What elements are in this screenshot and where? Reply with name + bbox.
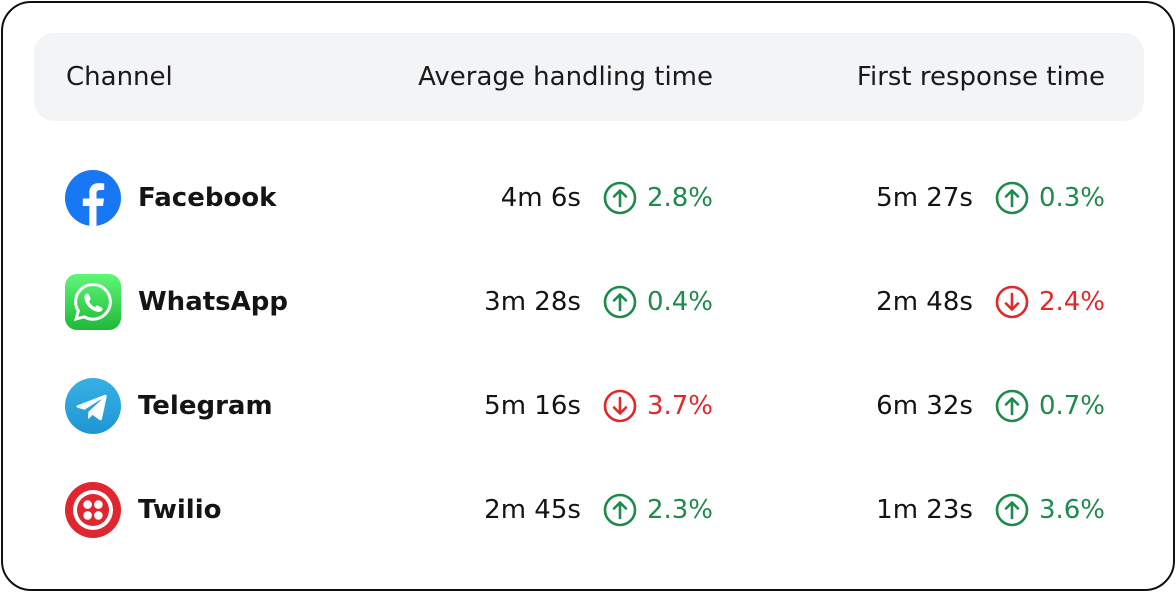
metric-value: 5m 27s: [876, 183, 973, 213]
column-header-first-response-time: First response time: [856, 62, 1105, 92]
metric-value: 4m 6s: [500, 183, 581, 213]
telegram-logo-icon: [65, 378, 121, 434]
metric-value: 3m 28s: [484, 287, 581, 317]
trend-change: 0.3%: [1038, 183, 1105, 213]
metric-value: 2m 48s: [876, 287, 973, 317]
metric-value: 6m 32s: [876, 391, 973, 421]
facebook-logo-icon: [65, 170, 121, 226]
trend-change: 0.4%: [646, 287, 713, 317]
trend-change: 3.6%: [1038, 495, 1105, 525]
channel-name: Telegram: [138, 391, 273, 421]
trend-change: 2.8%: [646, 183, 713, 213]
twilio-logo-icon: [65, 482, 121, 538]
arrow-down-circle-icon: [995, 285, 1029, 319]
table-row: Twilio 2m 45s 2.3% 1m 23s 3.6%: [34, 458, 1144, 562]
column-header-channel: Channel: [66, 62, 173, 92]
channel-name: Twilio: [138, 495, 222, 525]
trend-change: 3.7%: [646, 391, 713, 421]
first-response-time-cell: 6m 32s 0.7%: [876, 354, 1105, 458]
average-handling-time-cell: 2m 45s 2.3%: [484, 458, 713, 562]
arrow-up-circle-icon: [603, 285, 637, 319]
arrow-up-circle-icon: [995, 181, 1029, 215]
arrow-up-circle-icon: [603, 493, 637, 527]
average-handling-time-cell: 5m 16s 3.7%: [484, 354, 713, 458]
trend-change: 2.3%: [646, 495, 713, 525]
first-response-time-cell: 1m 23s 3.6%: [876, 458, 1105, 562]
metric-value: 2m 45s: [484, 495, 581, 525]
arrow-up-circle-icon: [995, 389, 1029, 423]
metric-value: 1m 23s: [876, 495, 973, 525]
arrow-up-circle-icon: [995, 493, 1029, 527]
column-header-average-handling-time: Average handling time: [418, 62, 713, 92]
channel-name: Facebook: [138, 183, 277, 213]
first-response-time-cell: 5m 27s 0.3%: [876, 146, 1105, 250]
arrow-down-circle-icon: [603, 389, 637, 423]
first-response-time-cell: 2m 48s 2.4%: [876, 250, 1105, 354]
table-header: Channel Average handling time First resp…: [34, 33, 1144, 121]
table-row: Telegram 5m 16s 3.7% 6m 32s 0.7%: [34, 354, 1144, 458]
average-handling-time-cell: 3m 28s 0.4%: [484, 250, 713, 354]
whatsapp-logo-icon: [65, 274, 121, 330]
table-row: WhatsApp 3m 28s 0.4% 2m 48s 2.4%: [34, 250, 1144, 354]
trend-change: 2.4%: [1038, 287, 1105, 317]
channel-name: WhatsApp: [138, 287, 288, 317]
metric-value: 5m 16s: [484, 391, 581, 421]
trend-change: 0.7%: [1038, 391, 1105, 421]
average-handling-time-cell: 4m 6s 2.8%: [501, 146, 713, 250]
arrow-up-circle-icon: [603, 181, 637, 215]
table-row: Facebook 4m 6s 2.8% 5m 27s 0.3%: [34, 146, 1144, 250]
